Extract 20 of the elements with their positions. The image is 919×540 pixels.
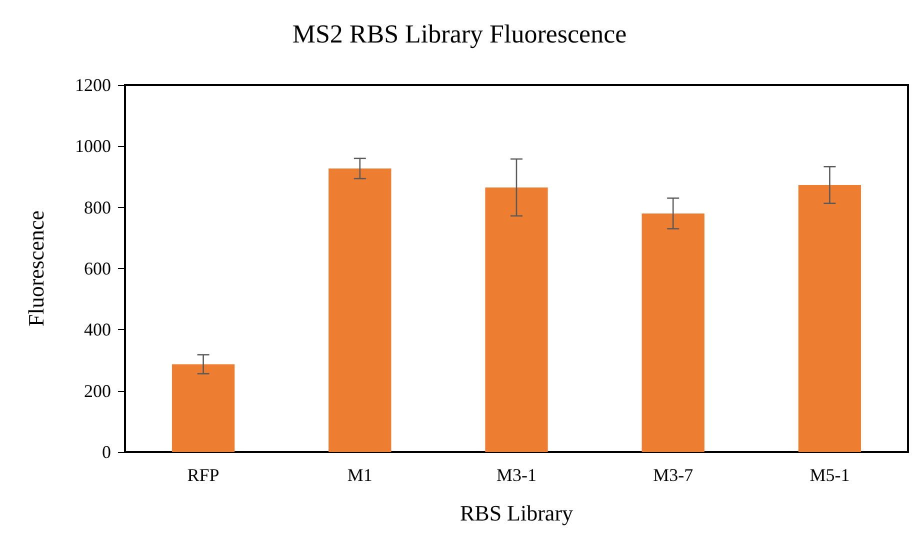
- chart-title: MS2 RBS Library Fluorescence: [292, 20, 627, 48]
- y-tick-label: 400: [84, 320, 111, 340]
- bar: [328, 168, 392, 452]
- x-axis-title: RBS Library: [460, 500, 574, 526]
- bar: [798, 185, 862, 452]
- bar: [172, 364, 235, 452]
- x-tick-label: M3-7: [653, 465, 694, 485]
- x-tick-label: RFP: [187, 465, 220, 485]
- x-tick-label: M1: [347, 465, 372, 485]
- y-tick-label: 0: [102, 442, 111, 462]
- bar: [642, 213, 704, 452]
- y-tick-label: 800: [84, 197, 111, 218]
- y-tick-label: 1000: [75, 136, 111, 156]
- y-axis-title: Fluorescence: [24, 210, 48, 327]
- x-tick-label: M5-1: [810, 465, 850, 485]
- y-tick-label: 600: [84, 258, 111, 278]
- bar: [485, 187, 548, 452]
- y-tick-label: 1200: [75, 75, 111, 95]
- x-tick-label: M3-1: [496, 465, 536, 485]
- y-tick-label: 200: [84, 380, 111, 401]
